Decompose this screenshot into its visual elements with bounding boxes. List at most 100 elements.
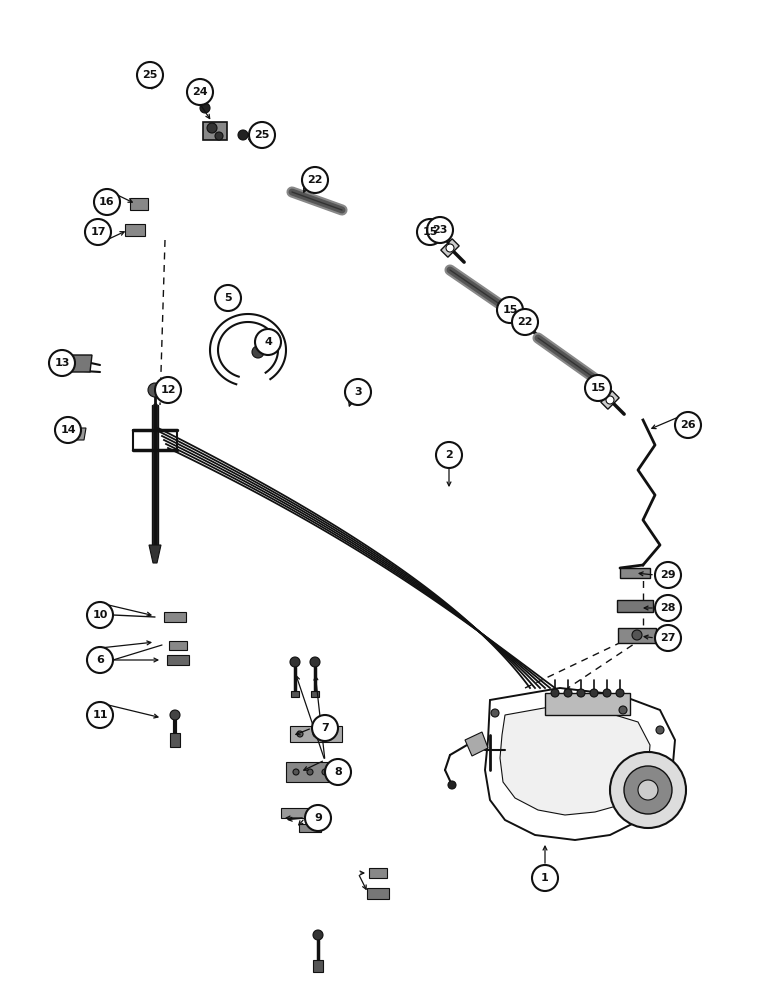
- Circle shape: [427, 217, 453, 243]
- Bar: [545, 693, 630, 715]
- Circle shape: [655, 562, 681, 588]
- Circle shape: [523, 321, 531, 329]
- Circle shape: [49, 350, 75, 376]
- Text: 22: 22: [517, 317, 533, 327]
- Text: 15: 15: [591, 383, 606, 393]
- Circle shape: [155, 377, 181, 403]
- Polygon shape: [130, 198, 148, 210]
- Circle shape: [312, 715, 338, 741]
- Bar: [169, 641, 187, 650]
- Circle shape: [313, 930, 323, 940]
- Circle shape: [448, 781, 456, 789]
- Circle shape: [446, 244, 454, 252]
- Bar: [620, 568, 650, 578]
- Text: 27: 27: [660, 633, 676, 643]
- Text: 2: 2: [445, 450, 453, 460]
- Circle shape: [577, 689, 585, 697]
- Circle shape: [207, 123, 217, 133]
- Circle shape: [327, 731, 333, 737]
- Circle shape: [551, 689, 559, 697]
- Circle shape: [302, 167, 328, 193]
- Circle shape: [87, 647, 113, 673]
- Text: 25: 25: [254, 130, 269, 140]
- Text: 8: 8: [334, 767, 342, 777]
- Text: 28: 28: [660, 603, 676, 613]
- Text: 23: 23: [432, 225, 448, 235]
- Circle shape: [656, 726, 664, 734]
- Text: 5: 5: [224, 293, 232, 303]
- Circle shape: [255, 329, 281, 355]
- Text: 13: 13: [54, 358, 69, 368]
- Bar: [617, 600, 653, 612]
- Text: 4: 4: [264, 337, 272, 347]
- Bar: [367, 888, 389, 898]
- Circle shape: [249, 122, 275, 148]
- Polygon shape: [203, 122, 227, 140]
- Polygon shape: [500, 706, 650, 815]
- Bar: [291, 691, 299, 697]
- Text: 12: 12: [161, 385, 176, 395]
- Text: 22: 22: [307, 175, 323, 185]
- Text: 26: 26: [680, 420, 696, 430]
- Polygon shape: [149, 545, 161, 563]
- Bar: [313, 960, 323, 972]
- Text: 11: 11: [92, 710, 108, 720]
- Polygon shape: [68, 355, 92, 372]
- Text: 3: 3: [354, 387, 362, 397]
- Circle shape: [87, 702, 113, 728]
- Polygon shape: [68, 428, 86, 440]
- Circle shape: [215, 285, 241, 311]
- Text: 25: 25: [142, 70, 157, 80]
- Text: 6: 6: [96, 655, 104, 665]
- Circle shape: [436, 442, 462, 468]
- Text: 15: 15: [503, 305, 518, 315]
- Circle shape: [325, 759, 351, 785]
- Circle shape: [335, 769, 341, 775]
- Circle shape: [491, 709, 499, 717]
- Circle shape: [606, 396, 614, 404]
- Circle shape: [238, 130, 248, 140]
- Text: 9: 9: [314, 813, 322, 823]
- Bar: [167, 655, 189, 665]
- Circle shape: [290, 657, 300, 667]
- Text: 7: 7: [321, 723, 329, 733]
- Polygon shape: [601, 391, 619, 409]
- Polygon shape: [125, 224, 145, 236]
- Circle shape: [616, 689, 624, 697]
- Circle shape: [307, 769, 313, 775]
- Bar: [170, 733, 180, 747]
- Circle shape: [144, 72, 160, 88]
- Polygon shape: [518, 316, 537, 334]
- Circle shape: [170, 710, 180, 720]
- Circle shape: [619, 706, 627, 714]
- Circle shape: [87, 602, 113, 628]
- Text: 10: 10: [93, 610, 107, 620]
- Circle shape: [675, 412, 701, 438]
- Circle shape: [148, 383, 162, 397]
- Circle shape: [310, 657, 320, 667]
- Bar: [299, 824, 321, 832]
- Circle shape: [264, 339, 276, 351]
- Text: 17: 17: [90, 227, 106, 237]
- Text: 29: 29: [660, 570, 676, 580]
- Circle shape: [590, 689, 598, 697]
- Circle shape: [417, 219, 443, 245]
- Circle shape: [512, 309, 538, 335]
- Circle shape: [187, 79, 213, 105]
- Circle shape: [322, 769, 328, 775]
- Circle shape: [85, 219, 111, 245]
- Circle shape: [497, 297, 523, 323]
- Circle shape: [603, 689, 611, 697]
- Circle shape: [313, 731, 319, 737]
- Bar: [164, 612, 186, 622]
- Circle shape: [585, 375, 611, 401]
- Circle shape: [137, 62, 163, 88]
- Circle shape: [200, 103, 210, 113]
- Bar: [311, 691, 319, 697]
- Circle shape: [632, 630, 642, 640]
- Circle shape: [655, 625, 681, 651]
- Text: 1: 1: [541, 873, 549, 883]
- Circle shape: [297, 731, 303, 737]
- Circle shape: [305, 805, 331, 831]
- Circle shape: [345, 379, 371, 405]
